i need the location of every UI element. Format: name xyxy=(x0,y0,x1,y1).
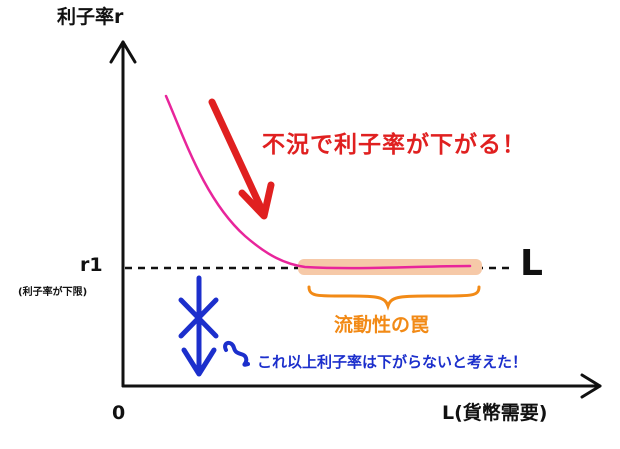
belief-arrowhead xyxy=(181,347,217,377)
x-axis-label: L(貨幣需要) xyxy=(442,402,548,424)
y-axis-label: 利子率r xyxy=(57,6,124,28)
curve-label: L xyxy=(520,243,543,284)
recession-annotation: 不況で利子率が下がる！ xyxy=(262,132,526,158)
belief-x-mark-2 xyxy=(178,297,219,339)
x-axis-arrowhead xyxy=(580,373,602,399)
origin-label: 0 xyxy=(112,402,126,424)
belief-annotation: これ以上利子率は下がらないと考えた！ xyxy=(257,353,528,371)
r1-label: r1 xyxy=(80,254,103,276)
recession-arrowhead xyxy=(238,181,275,220)
liquidity-trap-label: 流動性の罠 xyxy=(334,314,430,336)
y-axis-arrowhead xyxy=(109,40,137,64)
money-demand-curve xyxy=(164,94,472,270)
trap-brace xyxy=(307,285,481,311)
belief-squiggle xyxy=(223,341,250,367)
r1-note: (利子率が下限) xyxy=(18,287,88,298)
recession-arrow-shaft xyxy=(208,98,266,214)
